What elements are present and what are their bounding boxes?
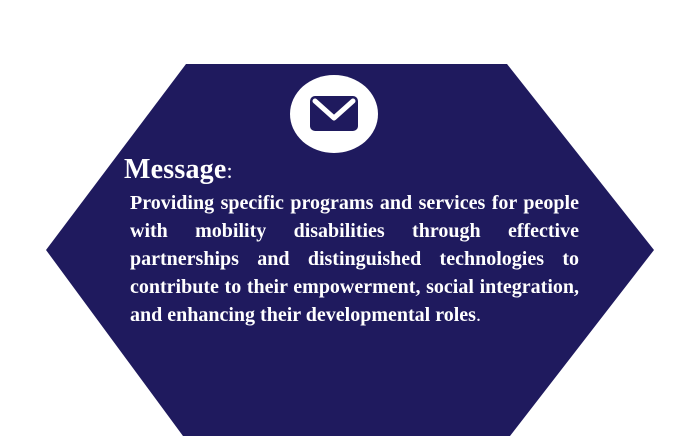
message-body-period: . [475,304,481,326]
message-body: Providing specific programs and services… [130,189,579,329]
message-body-text: Providing specific programs and services… [130,192,579,326]
envelope-icon [290,75,378,153]
message-title-colon: : [226,158,233,183]
message-title: Message: [124,154,579,187]
message-content: Message: Providing specific programs and… [124,154,579,329]
hexagon-fill [46,64,654,436]
message-title-text: Message [124,154,227,185]
